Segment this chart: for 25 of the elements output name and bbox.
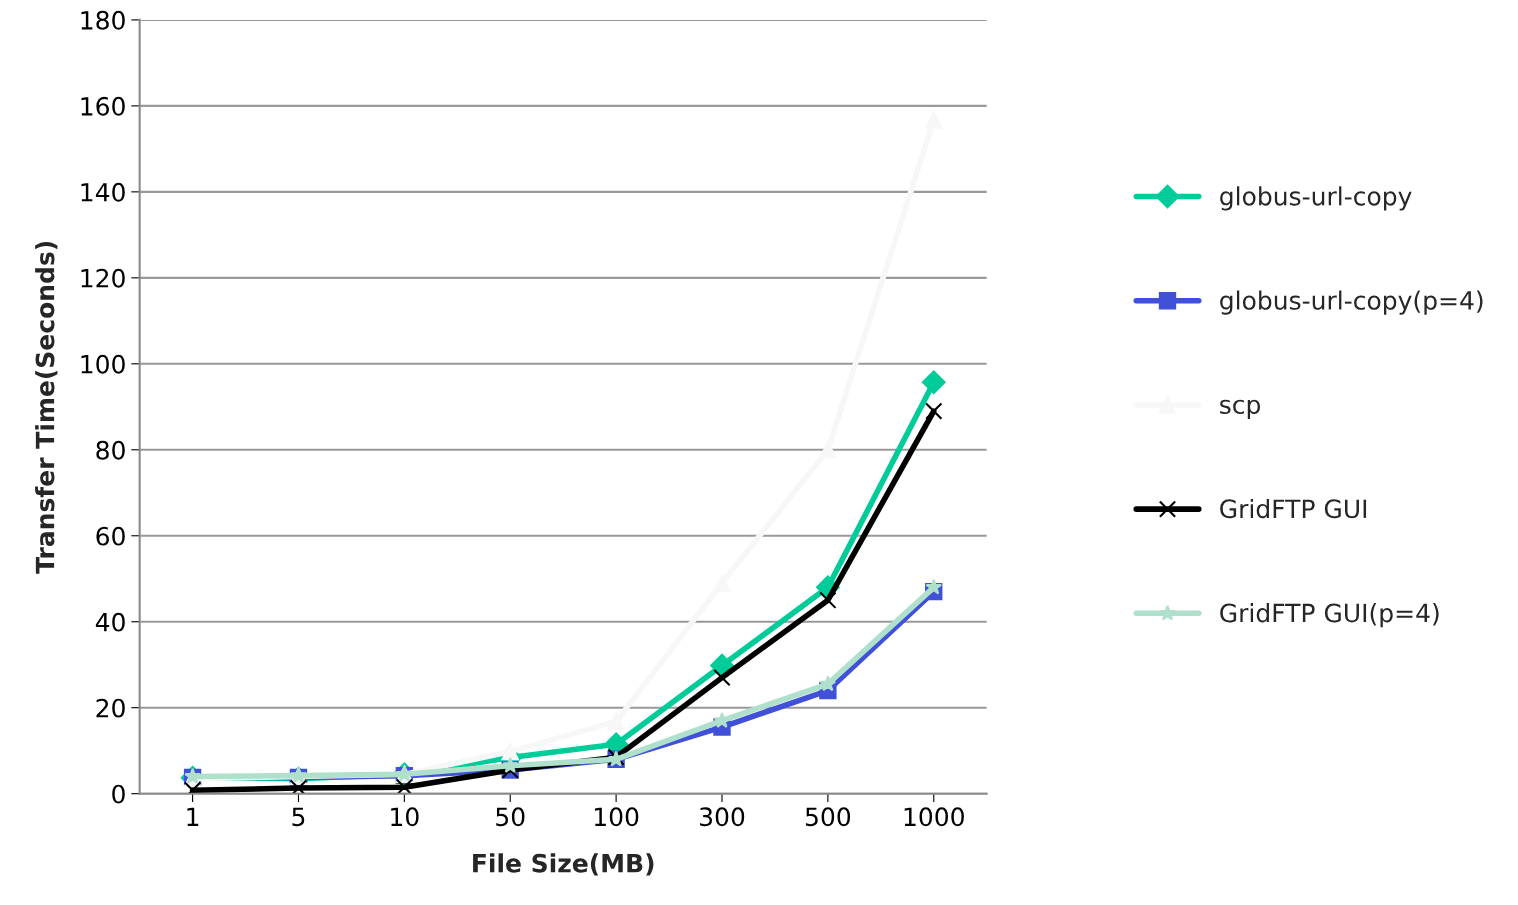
x-tick-label: 1000	[904, 807, 964, 827]
y-tick-label: 160	[81, 96, 125, 116]
y-tick-label: 0	[112, 784, 125, 804]
x-tick-label: 10	[391, 807, 419, 827]
legend-label: scp	[1220, 399, 1261, 419]
x-axis-title: File Size(MB)	[473, 853, 654, 876]
y-tick-label: 20	[96, 698, 125, 718]
x-tick-label: 300	[700, 807, 745, 827]
y-tick-label: 180	[81, 10, 125, 30]
legend-label: GridFTP GUI(p=4)	[1220, 603, 1439, 628]
x-tick-label: 50	[496, 807, 525, 827]
legend-label: globus-url-copy	[1220, 186, 1412, 211]
y-tick-label: 60	[96, 526, 125, 546]
legend-label: globus-url-copy(p=4)	[1220, 290, 1483, 315]
x-tick-label: 100	[595, 807, 639, 827]
y-axis-title: Transfer Time(Seconds)	[35, 241, 58, 574]
y-tick-label: 100	[81, 354, 125, 374]
y-tick-label: 40	[95, 612, 125, 632]
legend-label: GridFTP GUI	[1220, 498, 1367, 519]
y-tick-label: 140	[81, 182, 125, 202]
y-tick-label: 80	[96, 440, 125, 460]
x-tick-label: 5	[292, 807, 305, 827]
y-tick-label: 120	[81, 268, 125, 288]
x-tick-label: 1	[187, 807, 199, 826]
x-tick-label: 500	[805, 807, 851, 827]
